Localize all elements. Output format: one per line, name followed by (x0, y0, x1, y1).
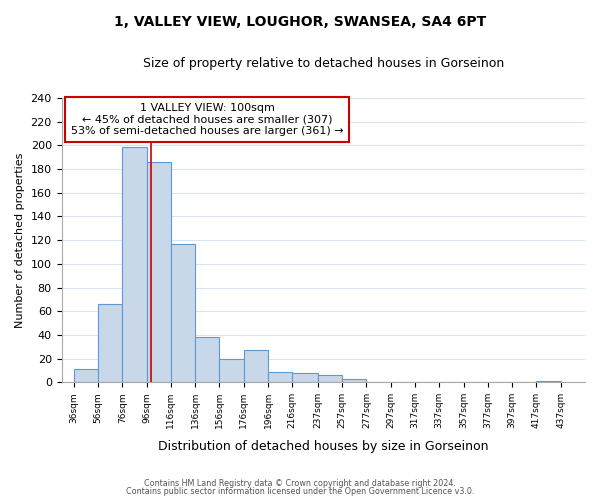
Text: 1 VALLEY VIEW: 100sqm
← 45% of detached houses are smaller (307)
53% of semi-det: 1 VALLEY VIEW: 100sqm ← 45% of detached … (71, 103, 344, 136)
Bar (74, 370, 98, 382)
Title: Size of property relative to detached houses in Gorseinon: Size of property relative to detached ho… (143, 58, 504, 70)
Bar (292, 373, 318, 382)
Bar (536, 381, 561, 382)
Bar (318, 375, 342, 382)
Bar (268, 372, 292, 382)
Bar (244, 350, 268, 382)
Bar (146, 162, 171, 382)
X-axis label: Distribution of detached houses by size in Gorseinon: Distribution of detached houses by size … (158, 440, 488, 452)
Y-axis label: Number of detached properties: Number of detached properties (15, 152, 25, 328)
Bar (171, 244, 195, 382)
Bar (342, 378, 367, 382)
Text: Contains public sector information licensed under the Open Government Licence v3: Contains public sector information licen… (126, 487, 474, 496)
Bar (220, 358, 244, 382)
Bar (122, 146, 146, 382)
Bar (98, 304, 122, 382)
Text: 1, VALLEY VIEW, LOUGHOR, SWANSEA, SA4 6PT: 1, VALLEY VIEW, LOUGHOR, SWANSEA, SA4 6P… (114, 15, 486, 29)
Text: Contains HM Land Registry data © Crown copyright and database right 2024.: Contains HM Land Registry data © Crown c… (144, 478, 456, 488)
Bar (195, 338, 220, 382)
